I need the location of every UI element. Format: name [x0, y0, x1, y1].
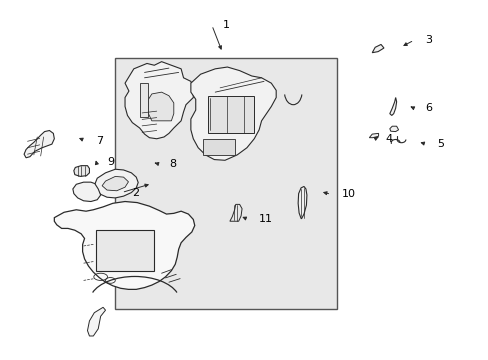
Polygon shape [207, 96, 254, 134]
Polygon shape [102, 176, 128, 191]
Text: 8: 8 [168, 159, 176, 169]
Text: 6: 6 [424, 103, 431, 113]
Polygon shape [87, 307, 105, 336]
Polygon shape [148, 92, 173, 121]
Polygon shape [74, 166, 89, 176]
Text: 4: 4 [385, 134, 392, 144]
Text: 7: 7 [96, 136, 102, 145]
Polygon shape [140, 83, 148, 117]
Text: 9: 9 [107, 157, 114, 167]
Text: 2: 2 [132, 188, 139, 198]
Text: 3: 3 [424, 35, 431, 45]
Polygon shape [95, 169, 138, 198]
Text: 1: 1 [222, 20, 229, 30]
Text: 10: 10 [341, 189, 355, 199]
Polygon shape [24, 131, 54, 158]
Text: 5: 5 [436, 139, 443, 149]
Polygon shape [96, 230, 154, 271]
Polygon shape [389, 98, 396, 116]
Polygon shape [371, 44, 383, 53]
Polygon shape [73, 182, 101, 202]
Polygon shape [229, 204, 242, 221]
Polygon shape [389, 126, 398, 132]
Polygon shape [203, 139, 234, 155]
Bar [115, 58, 336, 309]
Polygon shape [298, 186, 306, 219]
Polygon shape [54, 202, 194, 289]
Polygon shape [125, 62, 193, 139]
Polygon shape [368, 134, 378, 138]
Polygon shape [190, 67, 276, 160]
Text: 11: 11 [259, 215, 273, 224]
